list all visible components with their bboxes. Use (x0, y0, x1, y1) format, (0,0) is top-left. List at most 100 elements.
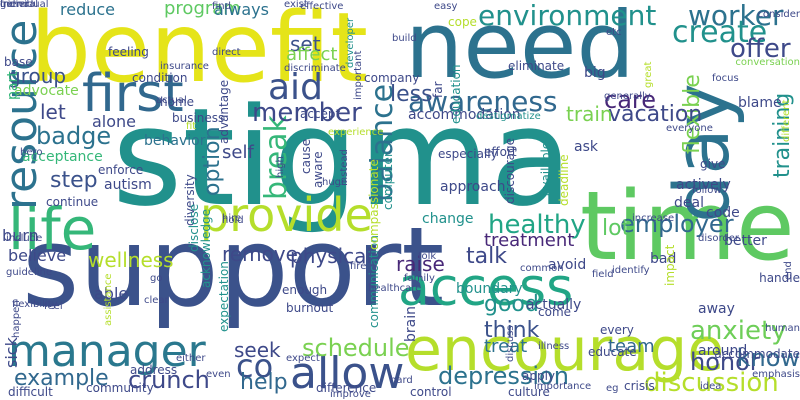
word-illness: illness (538, 341, 570, 352)
word-need: need (405, 0, 635, 99)
word-human: human (765, 323, 800, 334)
word-fit: fit (186, 121, 197, 132)
word-burn: burn (2, 226, 39, 245)
word-example: example (14, 366, 109, 391)
word-know: know (736, 344, 800, 372)
word-actual: actual (156, 95, 187, 106)
word-let: let (40, 100, 66, 124)
word-help: help (240, 370, 288, 395)
word-home: home (160, 95, 195, 109)
word-wellness: wellness (88, 248, 174, 272)
word-remove: remove (222, 242, 298, 266)
word-resource: resource (0, 19, 47, 210)
word-blame: blame (738, 95, 782, 111)
word-allow: allow (290, 348, 405, 399)
word-bad: bad (650, 251, 677, 267)
word-self: self (222, 142, 254, 163)
word-change: change (422, 211, 474, 227)
word-always: always (214, 0, 269, 19)
word-set: set (290, 32, 321, 56)
word-effort: effort (484, 145, 517, 159)
word-emphasis: emphasis (752, 369, 800, 380)
word-train: train (566, 102, 613, 126)
word-alone: alone (92, 112, 137, 131)
word-identify: identify (612, 265, 650, 276)
word-disorder: disorder (698, 233, 740, 244)
word-follow: follow (692, 185, 722, 196)
word-every: every (600, 323, 634, 337)
word-find: find (212, 1, 231, 12)
word-compassionate: compassionate (367, 159, 381, 250)
word-care: care (604, 86, 657, 114)
word-common: common (520, 263, 564, 274)
word-step: step (50, 168, 98, 193)
word-enough: enough (282, 283, 328, 297)
word-team: team (608, 336, 655, 357)
word-stigma: stigma (112, 79, 573, 236)
word-program: program (164, 0, 241, 19)
word-handle: handle (759, 271, 800, 285)
word-computer: computer (381, 152, 395, 210)
word-experience: experience (328, 127, 384, 138)
word-big: big (584, 65, 606, 81)
word-raise: raise (396, 252, 445, 276)
word-consider: consider (757, 9, 800, 20)
word-discuss: discuss (505, 325, 516, 362)
word-less: less (390, 82, 433, 107)
word-address: address (130, 363, 178, 377)
word-family: family (404, 273, 435, 284)
word-offer: offer (730, 34, 791, 64)
word-avoid: avoid (548, 257, 587, 273)
word-important: important (353, 50, 364, 100)
word-ask: ask (574, 139, 598, 155)
word-great: great (643, 61, 654, 88)
word-assistance: assistance (103, 273, 114, 326)
word-available: available (539, 141, 553, 196)
word-around: around (698, 343, 748, 359)
word-condition: condition (132, 71, 188, 85)
word-depression: depression (438, 362, 569, 390)
word-able: able (94, 284, 129, 303)
word-folk: folk (418, 251, 437, 262)
word-effective: effective (300, 1, 344, 12)
word-impact: impact (663, 244, 677, 286)
word-huge: huge (322, 177, 348, 188)
word-anxiety: anxiety (690, 316, 787, 346)
word-control: control (410, 385, 452, 399)
word-acceptance: acceptance (22, 149, 103, 165)
word-treat: treat (484, 336, 528, 357)
word-field: field (592, 269, 614, 280)
word-focus: focus (712, 73, 739, 84)
word-worker: worker (688, 0, 784, 32)
word-exist: exist (284, 0, 308, 10)
word-give: give (700, 157, 726, 171)
word-vacation: vacation (608, 102, 703, 127)
word-even: even (206, 369, 231, 380)
word-deal: deal (674, 195, 704, 211)
word-encourage: encourage (405, 315, 725, 385)
word-flexibility: flexibility (12, 299, 58, 310)
word-honor: honor (690, 348, 760, 376)
word-good: good (484, 292, 539, 317)
word-awareness: awareness (408, 85, 558, 118)
word-apply: apply (522, 369, 556, 383)
word-etc: etc (606, 27, 622, 38)
word-expect: expect (286, 353, 320, 364)
word-instead: instead (339, 149, 350, 186)
word-burnout: burnout (286, 301, 334, 315)
word-life: life (8, 195, 97, 263)
word-community: community (86, 381, 154, 395)
word-behavior: behavior (144, 133, 206, 149)
word-educate: educate (588, 345, 637, 359)
word-individual: individual (0, 0, 49, 10)
word-enforce: enforce (98, 163, 144, 177)
word-increase: increase (632, 213, 675, 224)
word-employer: employer (620, 210, 734, 238)
word-expectation: expectation (217, 261, 231, 332)
word-feel: feel (44, 301, 63, 312)
word-badge: badge (36, 122, 112, 150)
word-acknowledge: acknowledge (199, 209, 213, 288)
word-continue: continue (46, 195, 99, 209)
word-actually: actually (526, 297, 582, 313)
word-crisis: crisis (624, 379, 655, 393)
